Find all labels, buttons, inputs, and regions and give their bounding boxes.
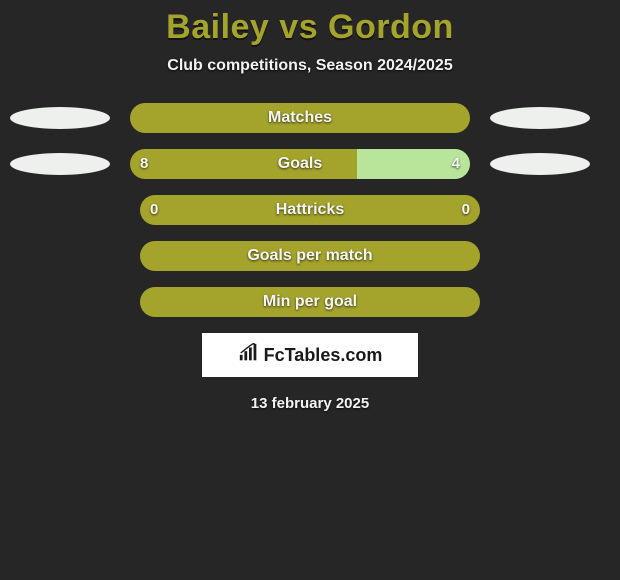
bar-value-right: 4 <box>452 149 460 179</box>
bar-right-fill <box>300 103 470 133</box>
brand-text: FcTables.com <box>264 345 383 366</box>
player-left-indicator <box>10 107 110 129</box>
stat-row-min-per-goal: Min per goal <box>10 287 610 317</box>
brand-box: FcTables.com <box>202 333 418 377</box>
bar-value-left: 0 <box>150 195 158 225</box>
bar-left-fill <box>130 149 357 179</box>
bar-left-fill <box>140 195 310 225</box>
bar-value-right: 0 <box>462 195 470 225</box>
bar-left-fill <box>140 241 310 271</box>
bar-min-per-goal: Min per goal <box>140 287 480 317</box>
brand-chart-icon <box>238 343 260 368</box>
bar-goals-per-match: Goals per match <box>140 241 480 271</box>
bar-right-fill <box>310 287 480 317</box>
bar-hattricks: 0 Hattricks 0 <box>140 195 480 225</box>
stat-row-goals: 8 Goals 4 <box>10 149 610 179</box>
player-right-indicator <box>490 107 590 129</box>
comparison-chart: Matches 8 Goals 4 0 Hattricks 0 <box>0 103 620 317</box>
bar-left-fill <box>140 287 310 317</box>
player-right-indicator <box>490 153 590 175</box>
page-title: Bailey vs Gordon <box>0 0 620 47</box>
date-label: 13 february 2025 <box>0 395 620 412</box>
stat-row-goals-per-match: Goals per match <box>10 241 610 271</box>
bar-goals: 8 Goals 4 <box>130 149 470 179</box>
bar-left-fill <box>130 103 300 133</box>
page-subtitle: Club competitions, Season 2024/2025 <box>0 57 620 75</box>
bar-value-left: 8 <box>140 149 148 179</box>
bar-right-fill <box>310 195 480 225</box>
player-left-indicator <box>10 153 110 175</box>
bar-right-fill <box>310 241 480 271</box>
bar-matches: Matches <box>130 103 470 133</box>
stat-row-matches: Matches <box>10 103 610 133</box>
stat-row-hattricks: 0 Hattricks 0 <box>10 195 610 225</box>
